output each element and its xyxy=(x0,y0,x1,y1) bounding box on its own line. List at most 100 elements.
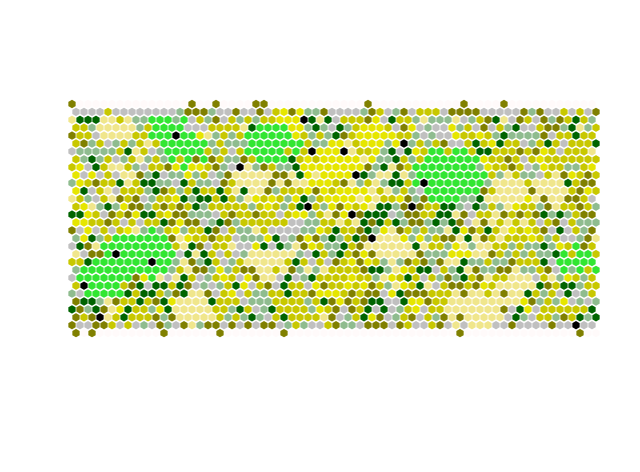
scrub-tile[interactable] xyxy=(304,297,312,306)
meadow-tile[interactable] xyxy=(116,242,124,251)
meadow-tile[interactable] xyxy=(584,249,592,259)
grassland-tile[interactable] xyxy=(404,321,412,330)
meadow-tile[interactable] xyxy=(444,194,452,203)
rock-tile[interactable] xyxy=(472,123,480,132)
olive-tile[interactable] xyxy=(104,218,112,227)
desert-tile[interactable] xyxy=(476,321,484,330)
forest-tile[interactable] xyxy=(392,170,400,180)
settlement-tile[interactable] xyxy=(112,249,120,259)
grassland-tile[interactable] xyxy=(88,218,96,227)
blank-tile[interactable] xyxy=(520,328,528,338)
meadow-tile[interactable] xyxy=(116,273,124,282)
scrub-tile[interactable] xyxy=(208,218,216,227)
blank-tile[interactable] xyxy=(592,328,600,338)
grassland-tile[interactable] xyxy=(284,257,292,267)
desert-tile[interactable] xyxy=(492,194,500,203)
scrub-tile[interactable] xyxy=(580,273,588,282)
forest-tile[interactable] xyxy=(188,242,196,251)
meadow-tile[interactable] xyxy=(164,131,172,140)
grassland-tile[interactable] xyxy=(524,115,532,124)
scrub-tile[interactable] xyxy=(408,155,416,164)
grassland-tile[interactable] xyxy=(268,163,276,172)
scrub-tile[interactable] xyxy=(516,131,524,140)
meadow-tile[interactable] xyxy=(456,186,464,196)
blank-tile[interactable] xyxy=(452,99,460,109)
gold-tile[interactable] xyxy=(540,147,548,156)
meadow-tile[interactable] xyxy=(248,139,256,148)
grassland-tile[interactable] xyxy=(520,234,528,243)
blank-tile[interactable] xyxy=(480,328,488,338)
scrub-tile[interactable] xyxy=(280,202,288,211)
forest-tile[interactable] xyxy=(592,139,600,148)
desert-tile[interactable] xyxy=(324,210,332,219)
meadow-tile[interactable] xyxy=(576,249,584,259)
gold-tile[interactable] xyxy=(80,218,88,227)
meadow-tile[interactable] xyxy=(104,281,112,290)
blank-tile[interactable] xyxy=(288,328,296,338)
olive-tile[interactable] xyxy=(424,297,432,306)
scrub-tile[interactable] xyxy=(372,226,380,235)
meadow-tile[interactable] xyxy=(256,139,264,148)
desert-tile[interactable] xyxy=(244,178,252,188)
desert-tile[interactable] xyxy=(172,305,180,314)
desert-tile[interactable] xyxy=(136,155,144,164)
scrub-tile[interactable] xyxy=(396,257,404,267)
scrub-tile[interactable] xyxy=(224,155,232,164)
rock-tile[interactable] xyxy=(112,186,120,196)
scrub-tile[interactable] xyxy=(384,265,392,275)
blank-tile[interactable] xyxy=(504,328,512,338)
rock-tile[interactable] xyxy=(520,123,528,132)
grassland-tile[interactable] xyxy=(144,313,152,322)
forest-tile[interactable] xyxy=(84,115,92,124)
scrub-tile[interactable] xyxy=(396,305,404,314)
desert-tile[interactable] xyxy=(464,265,472,275)
forest-tile[interactable] xyxy=(104,202,112,211)
gold-tile[interactable] xyxy=(80,234,88,243)
scrub-tile[interactable] xyxy=(240,313,248,322)
scrub-tile[interactable] xyxy=(576,234,584,243)
grassland-tile[interactable] xyxy=(116,226,124,235)
gold-tile[interactable] xyxy=(116,305,124,314)
desert-tile[interactable] xyxy=(496,234,504,243)
scrub-tile[interactable] xyxy=(476,163,484,172)
forest-tile[interactable] xyxy=(272,234,280,243)
blank-tile[interactable] xyxy=(416,328,424,338)
olive-tile[interactable] xyxy=(576,186,584,196)
olive-tile[interactable] xyxy=(464,107,472,117)
desert-tile[interactable] xyxy=(384,170,392,180)
meadow-tile[interactable] xyxy=(96,265,104,275)
rock-tile[interactable] xyxy=(516,321,524,330)
grassland-tile[interactable] xyxy=(344,234,352,243)
grassland-tile[interactable] xyxy=(576,170,584,180)
rock-tile[interactable] xyxy=(420,273,428,282)
olive-tile[interactable] xyxy=(540,226,548,235)
gold-tile[interactable] xyxy=(332,147,340,156)
blank-tile[interactable] xyxy=(96,328,104,338)
grassland-tile[interactable] xyxy=(564,147,572,156)
grassland-tile[interactable] xyxy=(564,115,572,124)
olive-tile[interactable] xyxy=(540,115,548,124)
olive-tile[interactable] xyxy=(180,321,188,330)
rock-tile[interactable] xyxy=(80,170,88,180)
gold-tile[interactable] xyxy=(360,281,368,290)
grassland-tile[interactable] xyxy=(424,202,432,211)
meadow-tile[interactable] xyxy=(108,289,116,298)
desert-tile[interactable] xyxy=(260,273,268,282)
olive-tile[interactable] xyxy=(404,210,412,219)
meadow-tile[interactable] xyxy=(120,265,128,275)
scrub-tile[interactable] xyxy=(408,186,416,196)
grassland-tile[interactable] xyxy=(144,123,152,132)
scrub-tile[interactable] xyxy=(324,242,332,251)
desert-tile[interactable] xyxy=(280,249,288,259)
forest-tile[interactable] xyxy=(208,297,216,306)
rock-tile[interactable] xyxy=(336,313,344,322)
rock-tile[interactable] xyxy=(132,321,140,330)
blank-tile[interactable] xyxy=(332,99,340,109)
scrub-tile[interactable] xyxy=(308,305,316,314)
blank-tile[interactable] xyxy=(536,328,544,338)
grassland-tile[interactable] xyxy=(588,131,596,140)
gold-tile[interactable] xyxy=(400,234,408,243)
desert-tile[interactable] xyxy=(252,257,260,267)
desert-tile[interactable] xyxy=(108,163,116,172)
desert-tile[interactable] xyxy=(348,178,356,188)
